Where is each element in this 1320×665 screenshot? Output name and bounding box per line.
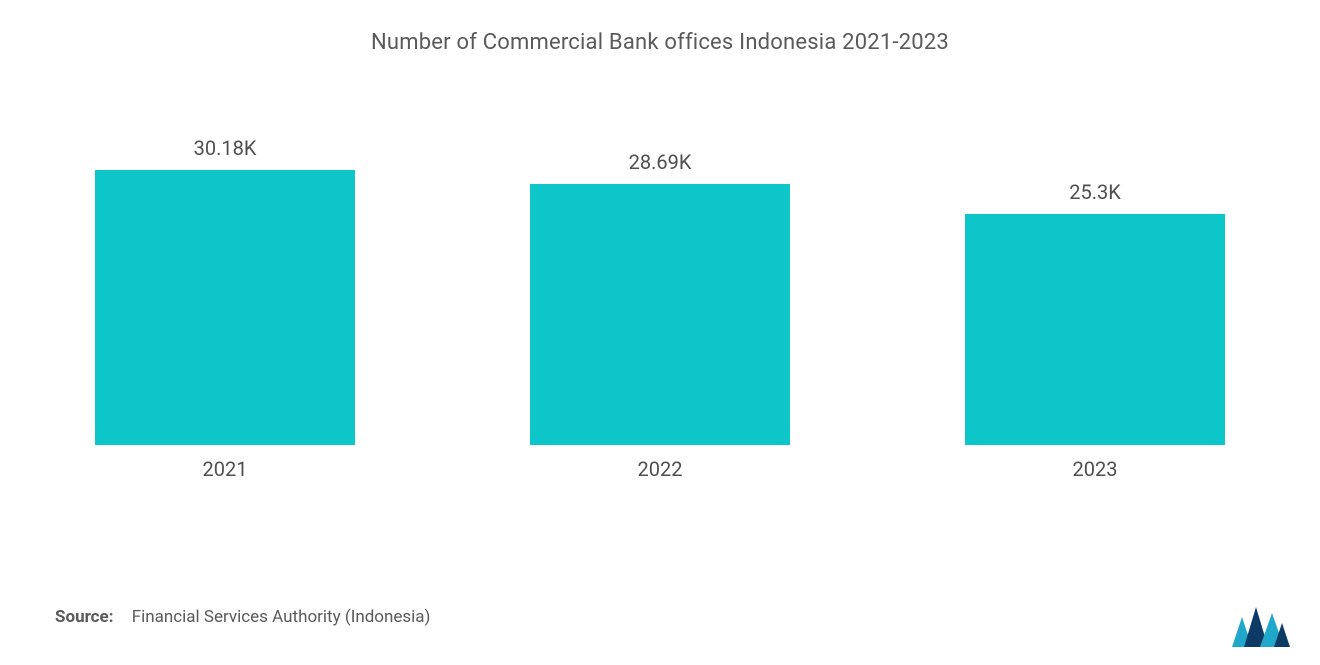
chart-container: Number of Commercial Bank offices Indone… [0,0,1320,665]
plot-area: 30.18K 28.69K 25.3K 2021 2022 2023 [55,115,1265,565]
source-label: Source: [55,607,113,627]
bar-group-1: 28.69K [530,150,790,445]
brand-logo-icon [1232,605,1290,647]
source-text: Financial Services Authority (Indonesia) [132,607,431,627]
bars-row: 30.18K 28.69K 25.3K [55,115,1265,445]
bar-group-0: 30.18K [95,136,355,445]
bar-group-2: 25.3K [965,180,1225,445]
chart-title: Number of Commercial Bank offices Indone… [55,30,1265,55]
category-labels-row: 2021 2022 2023 [55,445,1265,481]
category-label: 2021 [95,457,355,481]
bar [95,170,355,445]
bar [965,214,1225,445]
bar-value-label: 25.3K [1069,180,1121,204]
bar-value-label: 28.69K [629,150,692,174]
bar-value-label: 30.18K [194,136,257,160]
category-label: 2023 [965,457,1225,481]
source-attribution: Source: Financial Services Authority (In… [55,607,430,627]
bar [530,184,790,445]
category-label: 2022 [530,457,790,481]
